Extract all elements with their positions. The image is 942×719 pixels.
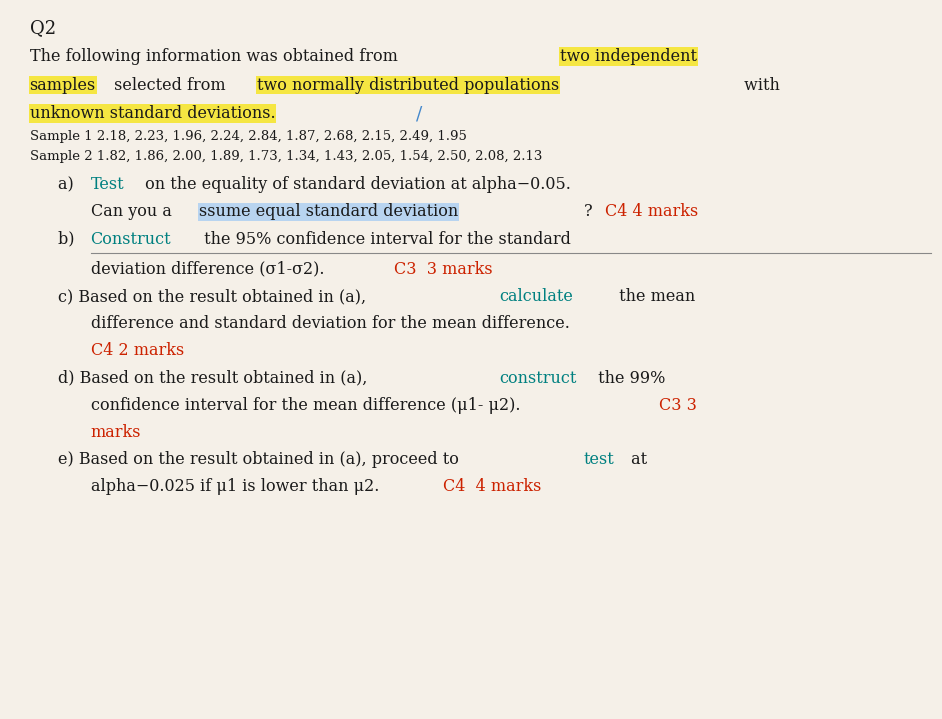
Text: e) Based on the result obtained in (a), proceed to: e) Based on the result obtained in (a), … bbox=[57, 452, 463, 468]
Text: samples: samples bbox=[29, 77, 96, 93]
Text: ?: ? bbox=[584, 203, 597, 220]
Text: selected from: selected from bbox=[109, 77, 231, 93]
Text: The following information was obtained from: The following information was obtained f… bbox=[29, 48, 402, 65]
Text: Can you a: Can you a bbox=[90, 203, 171, 220]
Text: two normally distributed populations: two normally distributed populations bbox=[257, 77, 560, 93]
Text: the 95% confidence interval for the standard: the 95% confidence interval for the stan… bbox=[199, 231, 571, 247]
Text: C4 2 marks: C4 2 marks bbox=[90, 342, 184, 360]
Text: two independent: two independent bbox=[560, 48, 697, 65]
Text: /: / bbox=[410, 105, 422, 123]
Text: ssume equal standard deviation: ssume equal standard deviation bbox=[199, 203, 458, 220]
Text: C3 3: C3 3 bbox=[658, 397, 697, 413]
Text: deviation difference (σ1-σ2).: deviation difference (σ1-σ2). bbox=[90, 261, 334, 278]
Text: construct: construct bbox=[499, 370, 577, 387]
Text: at: at bbox=[626, 452, 647, 468]
Text: marks: marks bbox=[90, 424, 141, 441]
Text: b): b) bbox=[57, 231, 79, 247]
Text: Q2: Q2 bbox=[29, 19, 56, 37]
Text: test: test bbox=[584, 452, 614, 468]
Text: difference and standard deviation for the mean difference.: difference and standard deviation for th… bbox=[90, 315, 570, 332]
Text: Test: Test bbox=[90, 176, 124, 193]
Text: unknown standard deviations.: unknown standard deviations. bbox=[29, 105, 275, 122]
Text: calculate: calculate bbox=[499, 288, 573, 305]
Text: c) Based on the result obtained in (a),: c) Based on the result obtained in (a), bbox=[57, 288, 371, 305]
Text: C4 4 marks: C4 4 marks bbox=[606, 203, 699, 220]
Text: Sample 2 1.82, 1.86, 2.00, 1.89, 1.73, 1.34, 1.43, 2.05, 1.54, 2.50, 2.08, 2.13: Sample 2 1.82, 1.86, 2.00, 1.89, 1.73, 1… bbox=[29, 150, 542, 162]
Text: Sample 1 2.18, 2.23, 1.96, 2.24, 2.84, 1.87, 2.68, 2.15, 2.49, 1.95: Sample 1 2.18, 2.23, 1.96, 2.24, 2.84, 1… bbox=[29, 130, 466, 143]
Text: Construct: Construct bbox=[90, 231, 171, 247]
Text: C4  4 marks: C4 4 marks bbox=[443, 478, 542, 495]
Text: alpha−0.025 if μ1 is lower than μ2.: alpha−0.025 if μ1 is lower than μ2. bbox=[90, 478, 389, 495]
Text: d) Based on the result obtained in (a),: d) Based on the result obtained in (a), bbox=[57, 370, 372, 387]
Text: confidence interval for the mean difference (μ1- μ2).: confidence interval for the mean differe… bbox=[90, 397, 530, 413]
Text: the mean: the mean bbox=[614, 288, 695, 305]
Text: with: with bbox=[739, 77, 780, 93]
Text: C3  3 marks: C3 3 marks bbox=[394, 261, 493, 278]
Text: a): a) bbox=[57, 176, 78, 193]
Text: the 99%: the 99% bbox=[593, 370, 665, 387]
Text: on the equality of standard deviation at alpha−0.05.: on the equality of standard deviation at… bbox=[140, 176, 571, 193]
